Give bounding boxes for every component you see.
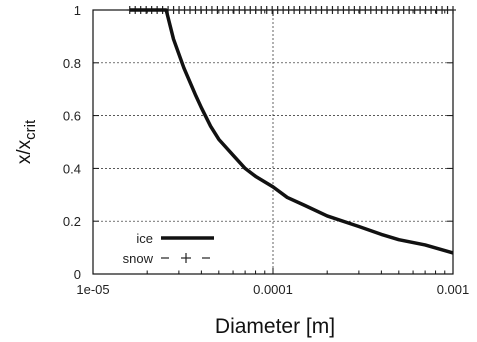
y-axis-label: x/xcrit <box>14 119 39 164</box>
ice-line <box>129 8 454 255</box>
y-axis-label-main: x/x <box>14 139 35 164</box>
x-tick-label: 1e-05 <box>76 282 109 297</box>
legend: ice snow <box>123 231 214 266</box>
y-tick-label: 0.6 <box>63 109 81 124</box>
legend-label-ice: ice <box>136 231 153 246</box>
series-ice <box>129 8 454 255</box>
grid-lines <box>93 10 453 274</box>
y-tick-label: 0.2 <box>63 214 81 229</box>
y-tick-label: 0 <box>74 267 81 282</box>
x-tick-label: 0.0001 <box>253 282 293 297</box>
legend-swatch-snow <box>161 253 210 263</box>
legend-label-snow: snow <box>123 251 154 266</box>
x-tick-label: 0.001 <box>437 282 470 297</box>
y-tick-label: 1 <box>74 3 81 18</box>
series-snow <box>126 6 456 14</box>
y-tick-label: 0.4 <box>63 161 81 176</box>
y-tick-label: 0.8 <box>63 56 81 71</box>
y-axis-label-sub: crit <box>22 119 39 140</box>
y-tick-labels: 0 0.2 0.4 0.6 0.8 1 <box>63 3 81 282</box>
x-tick-labels: 1e-05 0.0001 0.001 <box>76 282 469 297</box>
x-axis-label: Diameter [m] <box>215 315 335 338</box>
